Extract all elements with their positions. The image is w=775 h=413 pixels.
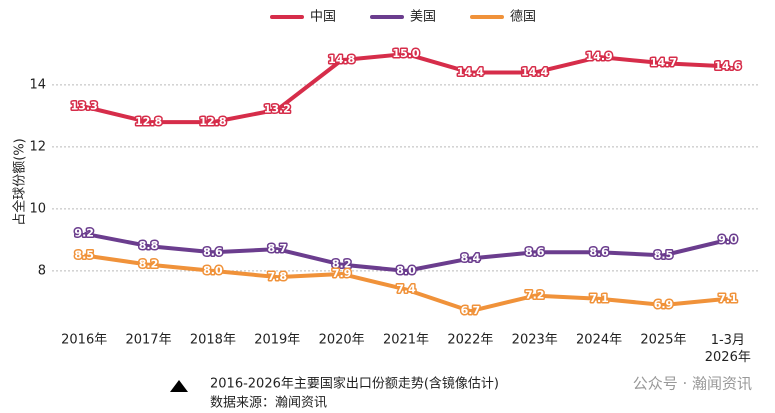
data-label: 14.6 bbox=[714, 59, 741, 72]
data-label: 7.4 bbox=[396, 282, 416, 295]
data-label: 8.2 bbox=[332, 258, 352, 271]
x-tick-label: 2021年 bbox=[383, 333, 429, 348]
data-label: 7.1 bbox=[589, 292, 609, 305]
data-label: 6.9 bbox=[654, 298, 674, 311]
x-tick-label: 2018年 bbox=[190, 333, 236, 348]
x-tick-label: 2024年 bbox=[576, 333, 622, 348]
x-tick-label: 2019年 bbox=[254, 333, 300, 348]
caption: 2016-2026年主要国家出口份额走势(含镜像估计) bbox=[210, 376, 499, 392]
caption-icon bbox=[170, 380, 188, 392]
data-label: 12.8 bbox=[199, 115, 226, 128]
data-label: 8.6 bbox=[203, 245, 223, 258]
data-label: 8.5 bbox=[654, 248, 674, 261]
x-tick-label: 2022年 bbox=[447, 333, 493, 348]
data-label: 8.4 bbox=[461, 251, 481, 264]
data-label: 8.6 bbox=[525, 245, 545, 258]
data-label: 8.7 bbox=[268, 242, 288, 255]
y-axis-label: 占全球份额(%) bbox=[12, 138, 28, 226]
data-label: 12.8 bbox=[135, 115, 162, 128]
series-line bbox=[83, 231, 729, 273]
x-tick-label: 2020年 bbox=[319, 333, 365, 348]
data-label: 8.0 bbox=[203, 264, 223, 277]
data-label: 6.7 bbox=[461, 304, 481, 317]
data-label: 8.5 bbox=[74, 248, 94, 261]
data-label: 14.9 bbox=[586, 50, 613, 63]
data-label: 9.0 bbox=[718, 233, 738, 246]
data-label: 7.9 bbox=[332, 267, 352, 280]
y-tick-label: 8 bbox=[38, 263, 46, 278]
source: 数据来源：瀚闻资讯 bbox=[210, 396, 327, 411]
x-tick-label: 2017年 bbox=[125, 333, 171, 348]
data-label: 8.0 bbox=[396, 264, 416, 277]
series-line bbox=[83, 51, 728, 125]
data-label: 14.4 bbox=[521, 66, 548, 79]
data-label: 7.1 bbox=[718, 292, 738, 305]
x-tick-label: 2023年 bbox=[512, 333, 558, 348]
data-label: 7.2 bbox=[525, 289, 545, 302]
data-label: 7.8 bbox=[268, 270, 288, 283]
x-tick-label: 2025年 bbox=[640, 333, 686, 348]
y-tick-label: 12 bbox=[29, 139, 46, 154]
y-tick-label: 10 bbox=[29, 201, 46, 216]
data-label: 13.3 bbox=[71, 100, 98, 113]
legend-label: 美国 bbox=[410, 10, 436, 25]
series-line bbox=[83, 253, 729, 314]
y-tick-label: 14 bbox=[29, 77, 46, 92]
legend-label: 中国 bbox=[310, 10, 336, 25]
watermark: 公众号 · 瀚闻资讯 bbox=[633, 375, 752, 393]
x-tick-label: 1-3月 2026年 bbox=[705, 333, 751, 365]
data-label: 8.2 bbox=[139, 258, 159, 271]
data-label: 14.8 bbox=[328, 53, 355, 66]
data-label: 14.7 bbox=[650, 56, 677, 69]
data-label: 13.2 bbox=[264, 103, 291, 116]
data-label: 8.8 bbox=[139, 239, 159, 252]
data-label: 9.2 bbox=[74, 227, 94, 240]
data-label: 15.0 bbox=[392, 47, 419, 60]
data-label: 14.4 bbox=[457, 66, 484, 79]
data-label: 8.6 bbox=[589, 245, 609, 258]
legend-label: 德国 bbox=[510, 10, 536, 25]
x-tick-label: 2016年 bbox=[61, 333, 107, 348]
